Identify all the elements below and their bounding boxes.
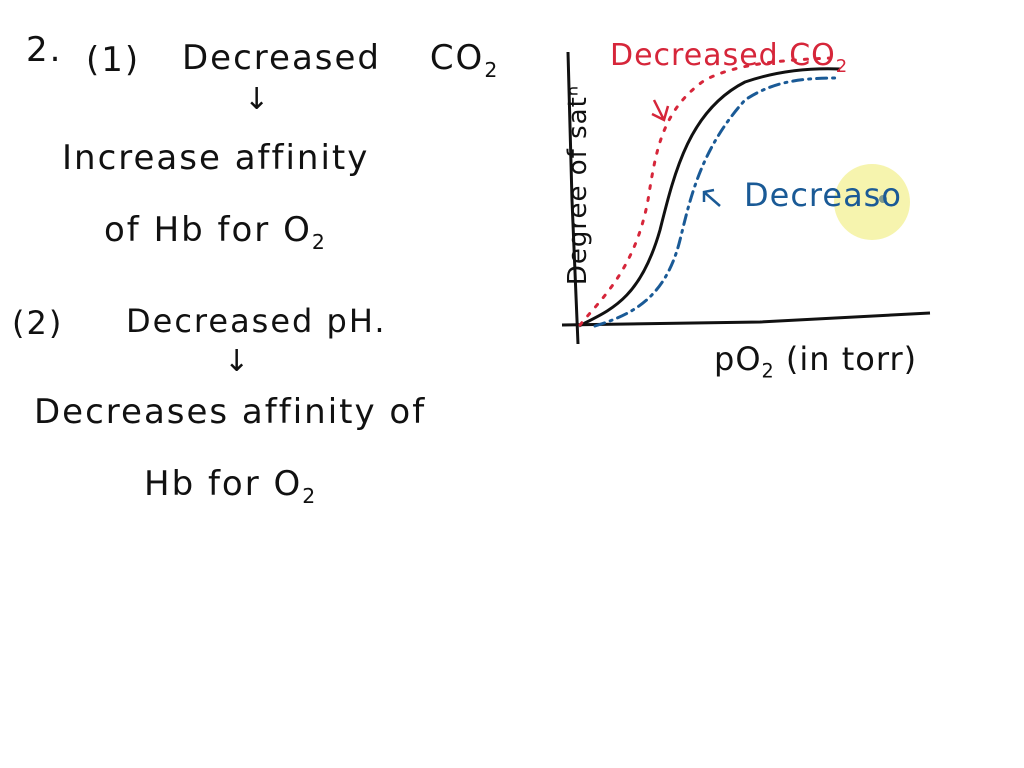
item2-cause: Decreased pH. xyxy=(126,302,387,340)
x-axis-label: pO2 (in torr) xyxy=(714,340,918,383)
item1-effect-line2: of Hb for O2 xyxy=(104,210,327,254)
down-arrow-icon: ↓ xyxy=(244,82,270,117)
item1-cause-species: CO2 xyxy=(429,38,500,82)
cursor-highlight xyxy=(834,164,910,240)
y-axis-label: Degree of satⁿ xyxy=(563,84,594,286)
item1-cause: Decreased CO2 xyxy=(182,38,499,82)
x-axis xyxy=(561,311,931,327)
question-number: 2. xyxy=(26,30,63,70)
curve-decreased-ph xyxy=(593,76,842,328)
item2-label: (2) xyxy=(12,304,64,342)
cursor-dot-icon xyxy=(879,195,887,203)
curve-normal xyxy=(578,67,841,328)
down-arrow-icon: ↓ xyxy=(224,344,250,379)
item1-label: (1) xyxy=(86,40,141,80)
item1-effect-line1: Increase affinity xyxy=(62,138,370,178)
item2-effect-line2: Hb for O2 xyxy=(144,464,318,508)
y-axis xyxy=(566,51,580,345)
item2-effect-line1: Decreases affinity of xyxy=(34,392,427,432)
label-decreased-ph: Decreaso xyxy=(744,176,902,214)
blue-arrow-icon xyxy=(702,188,721,207)
curve-decreased-co2 xyxy=(578,56,832,327)
label-decreased-co2: Decreased CO2 xyxy=(610,38,849,77)
item1-cause-text: Decreased xyxy=(182,38,381,78)
red-arrow-icon xyxy=(651,99,670,122)
